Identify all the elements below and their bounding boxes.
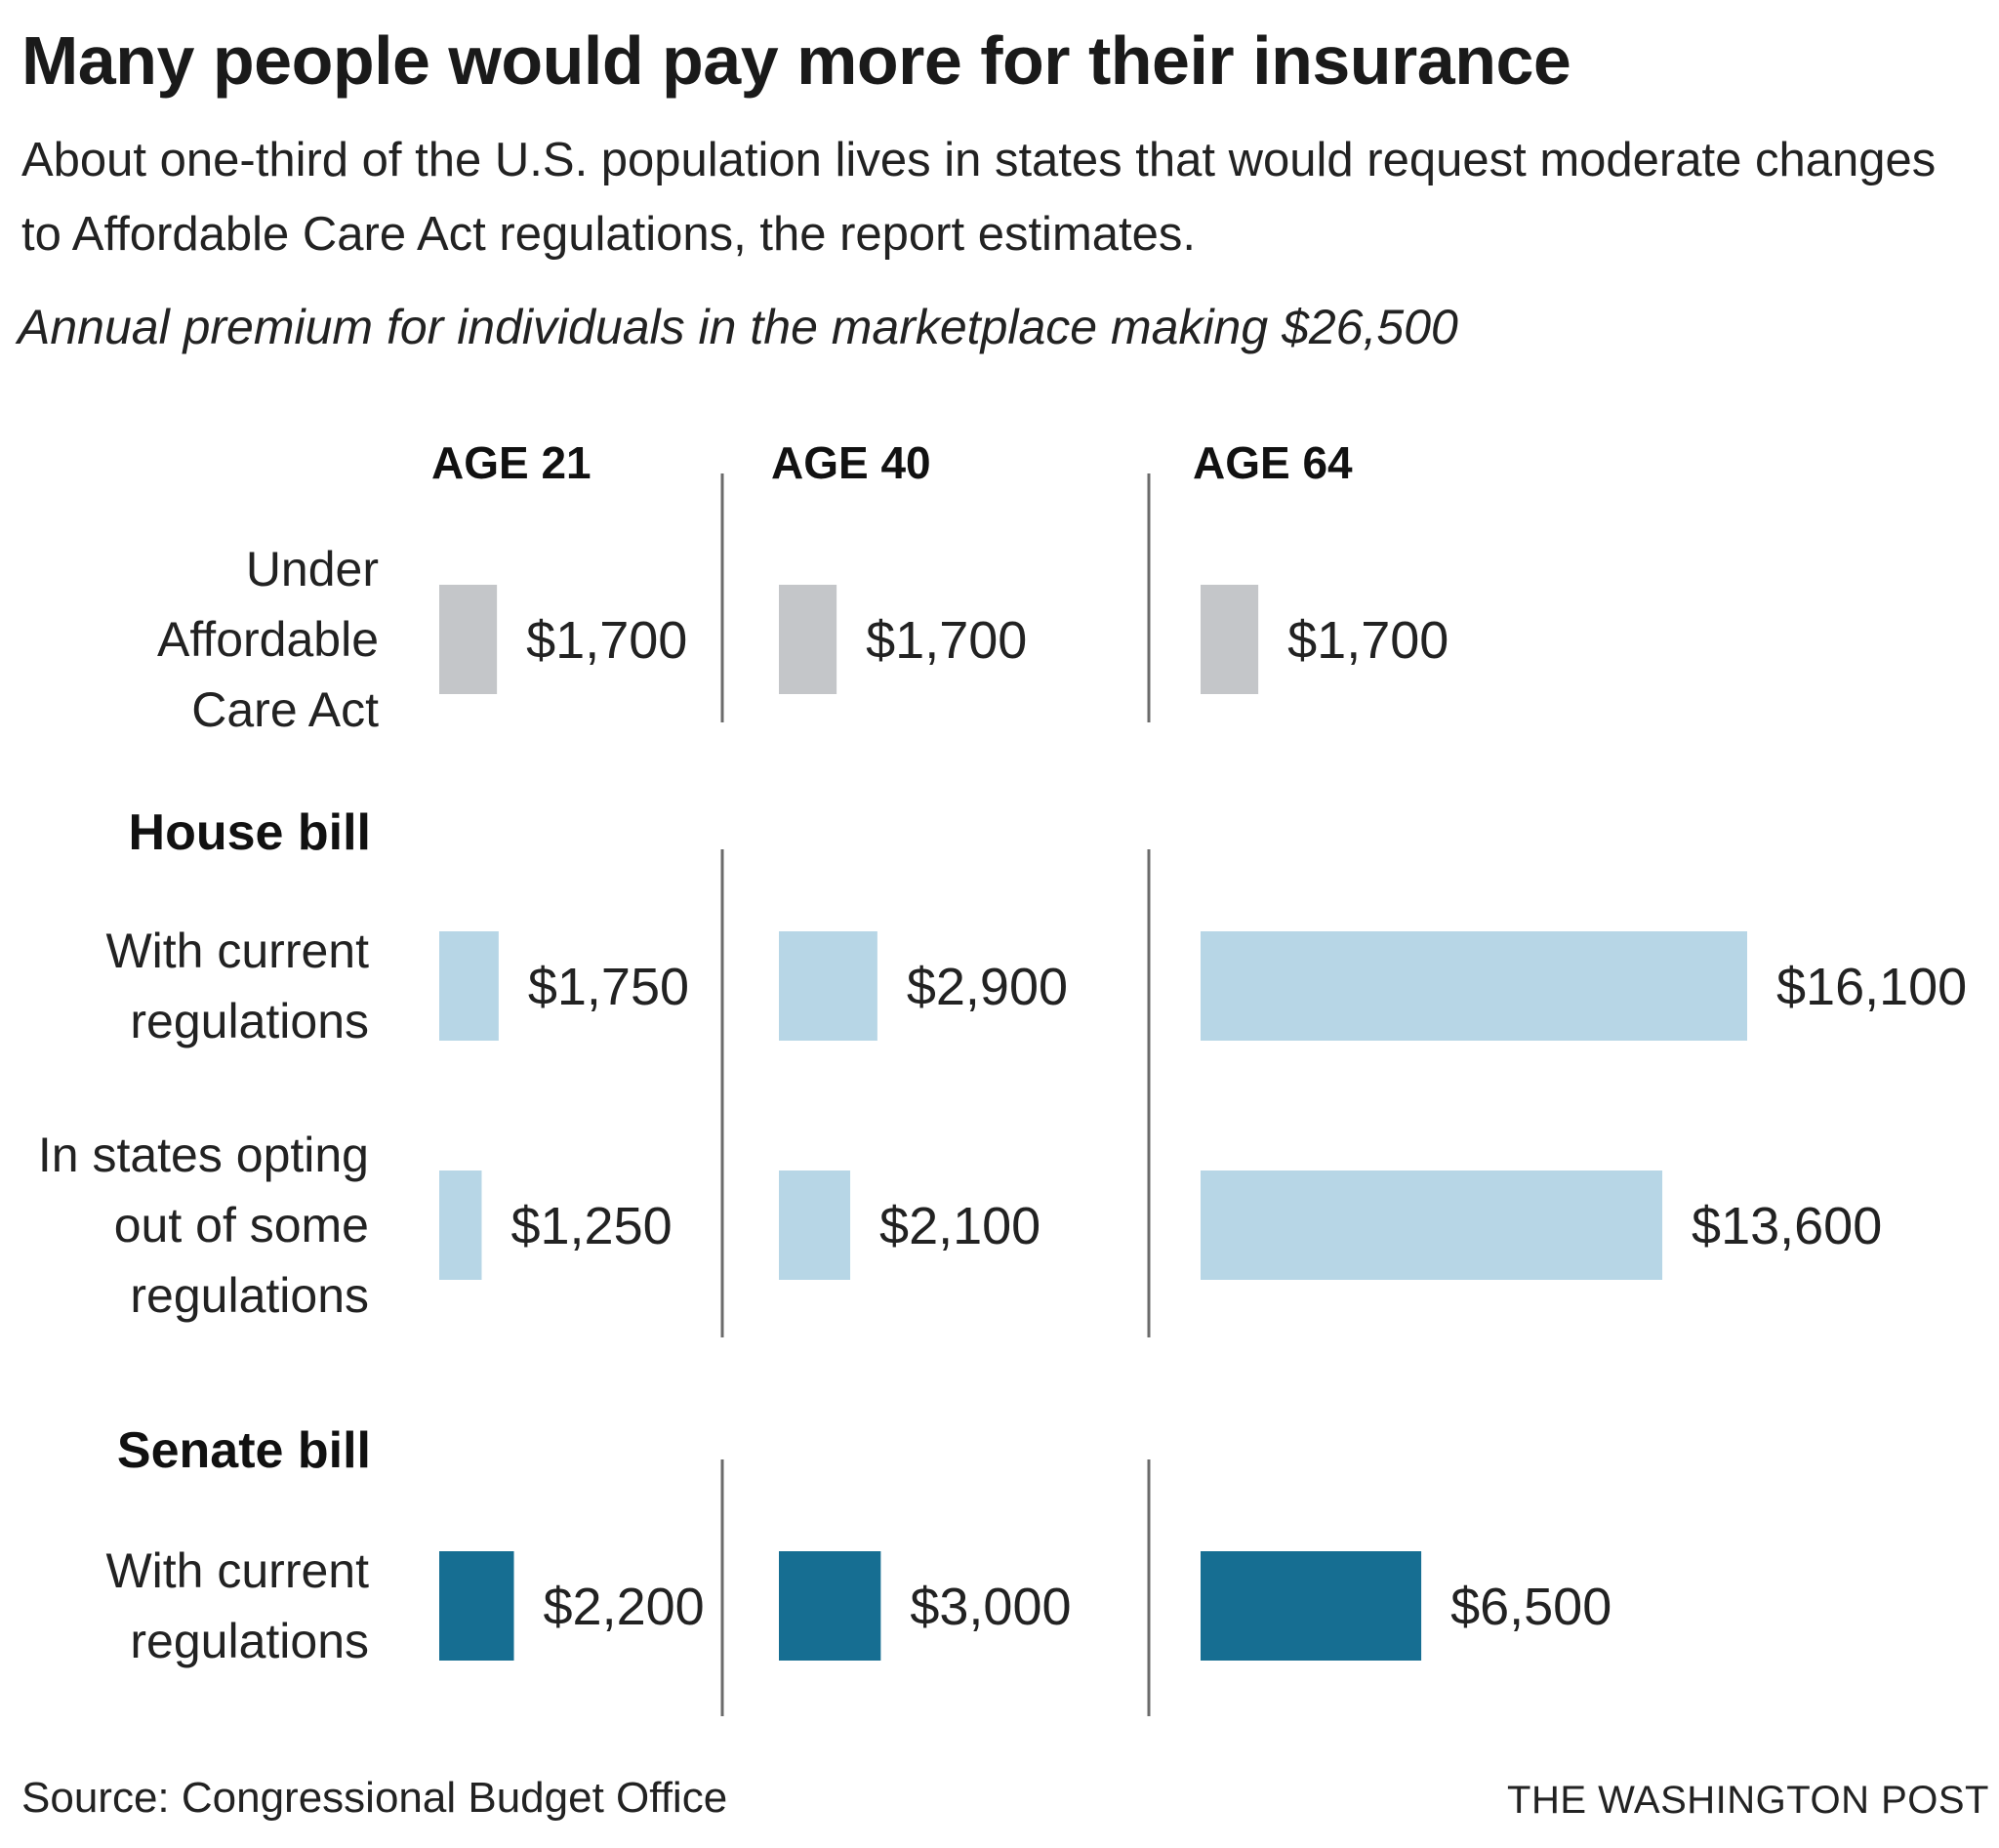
data-label: $1,750 [528, 958, 689, 1016]
data-label: $2,100 [879, 1197, 1040, 1255]
row-label: regulations [130, 1268, 369, 1323]
data-label: $6,500 [1450, 1578, 1611, 1636]
bar [779, 931, 877, 1041]
bar [439, 1170, 482, 1280]
group-label: Senate bill [117, 1422, 371, 1479]
bar [779, 585, 837, 694]
data-label: $1,700 [1287, 611, 1448, 670]
source-note: Source: Congressional Budget Office [21, 1774, 728, 1822]
row-label: regulations [130, 1614, 369, 1668]
panel-heading-age-64: AGE 64 [1193, 437, 1353, 488]
bar [439, 585, 498, 694]
data-label: $1,700 [526, 611, 687, 670]
chart-subtitle: About one-third of the U.S. population l… [21, 134, 1937, 261]
row-label: With current [105, 924, 369, 978]
data-label: $2,200 [544, 1578, 705, 1636]
bar [439, 931, 499, 1041]
row-label: In states opting [38, 1128, 369, 1182]
bar [779, 1170, 851, 1280]
data-label: $16,100 [1776, 958, 1967, 1016]
data-label: $1,700 [866, 611, 1027, 670]
chart-title: Many people would pay more for their ins… [21, 22, 1571, 99]
bar [1201, 1170, 1663, 1280]
group-label: House bill [129, 804, 371, 861]
panel-heading-age-21: AGE 21 [431, 437, 592, 488]
premium-bar-chart: AGE 21 AGE 40 AGE 64 Under Affordable Care Ac… [38, 437, 1967, 1716]
bar [779, 1551, 881, 1661]
row-label: out of some [114, 1198, 369, 1253]
bar [439, 1551, 514, 1661]
data-label: $1,250 [510, 1197, 672, 1255]
bar [1201, 585, 1259, 694]
row-label: Affordable [157, 612, 379, 667]
unit-note: Annual premium for individuals in the ma… [18, 300, 1458, 354]
bar [1201, 931, 1747, 1041]
row-label: regulations [130, 994, 369, 1048]
row-label: Under [246, 542, 379, 596]
data-label: $3,000 [910, 1578, 1071, 1636]
panel-heading-age-40: AGE 40 [771, 437, 931, 488]
data-label: $13,600 [1692, 1197, 1882, 1255]
row-label: With current [105, 1543, 369, 1598]
publisher-credit: THE WASHINGTON POST [1507, 1779, 1989, 1822]
row-label: Care Act [191, 682, 379, 737]
data-label: $2,900 [907, 958, 1068, 1016]
bar [1201, 1551, 1422, 1661]
